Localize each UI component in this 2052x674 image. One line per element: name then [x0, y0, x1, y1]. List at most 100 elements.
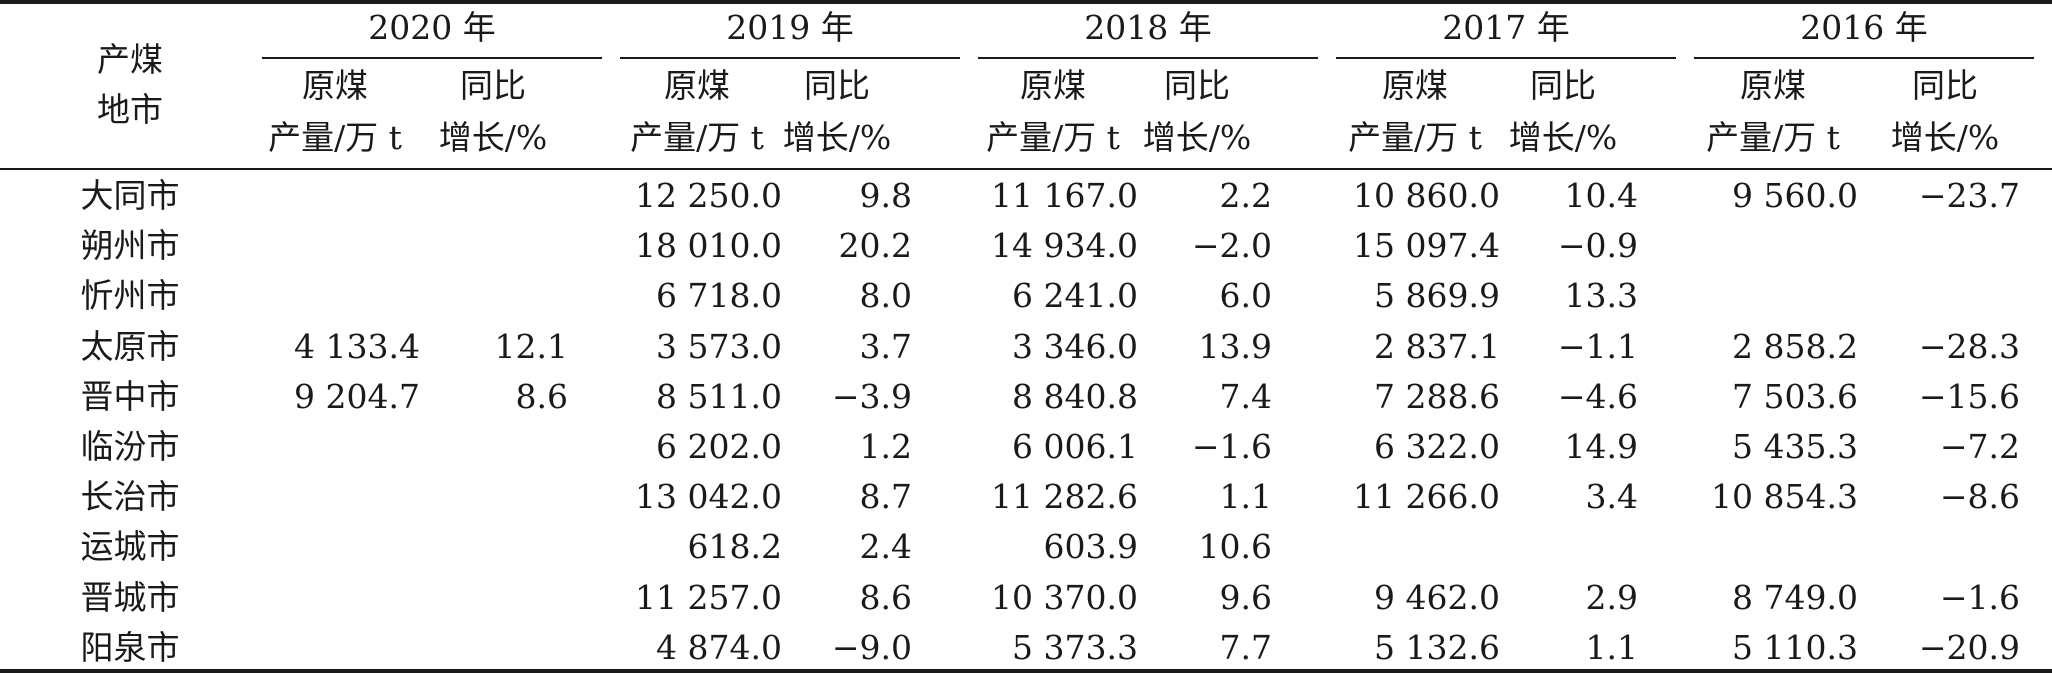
cell-output-value: 5 373.3	[1012, 628, 1138, 667]
cell-growth-value: −1.6	[1191, 427, 1272, 466]
col-header-output-line1: 原煤	[302, 66, 368, 105]
cell-growth-value: −28.3	[1918, 327, 2020, 366]
col-header-growth-line1: 同比	[1530, 66, 1596, 105]
col-header-output-line1: 原煤	[1020, 66, 1086, 105]
cell-output-value: 8 511.0	[656, 377, 782, 416]
cell-output-value: 18 010.0	[635, 226, 782, 265]
col-header-output-line1: 原煤	[1382, 66, 1448, 105]
year-header: 2018 年	[1084, 8, 1212, 47]
cell-output-value: 7 503.6	[1732, 377, 1858, 416]
cell-output-value: 10 370.0	[991, 578, 1138, 617]
cell-growth-value: 3.4	[1585, 477, 1638, 516]
cell-growth-value: 2.9	[1585, 578, 1638, 617]
cell-output-value: 14 934.0	[991, 226, 1138, 265]
cell-growth-value: −0.9	[1557, 226, 1638, 265]
cell-growth-value: −2.0	[1191, 226, 1272, 265]
cell-growth-value: 3.7	[859, 327, 912, 366]
cell-output-value: 3 573.0	[656, 327, 782, 366]
cell-growth-value: 2.2	[1219, 176, 1272, 215]
cell-output-value: 5 435.3	[1732, 427, 1858, 466]
cell-growth-value: −9.0	[831, 628, 912, 667]
cell-output-value: 6 202.0	[656, 427, 782, 466]
year-underline	[620, 57, 960, 59]
col-header-output-line1: 原煤	[664, 66, 730, 105]
cell-output-value: 8 840.8	[1012, 377, 1138, 416]
cell-growth-value: −3.9	[831, 377, 912, 416]
cell-output-value: 11 257.0	[635, 578, 782, 617]
col-header-output-line2: 产量/万 t	[1348, 118, 1482, 157]
cell-output-value: 6 241.0	[1012, 276, 1138, 315]
row-city-name: 太原市	[80, 327, 180, 366]
cell-output-value: 4 874.0	[656, 628, 782, 667]
cell-growth-value: 10.4	[1564, 176, 1638, 215]
col-header-growth-line1: 同比	[1164, 66, 1230, 105]
cell-growth-value: −15.6	[1918, 377, 2020, 416]
cell-growth-value: −1.1	[1557, 327, 1638, 366]
cell-output-value: 6 718.0	[656, 276, 782, 315]
cell-growth-value: −4.6	[1557, 377, 1638, 416]
cell-growth-value: 6.0	[1219, 276, 1272, 315]
cell-growth-value: 9.8	[859, 176, 912, 215]
cell-output-value: 8 749.0	[1732, 578, 1858, 617]
col-header-growth-line1: 同比	[460, 66, 526, 105]
cell-growth-value: 9.6	[1219, 578, 1272, 617]
year-underline	[262, 57, 602, 59]
cell-output-value: 5 869.9	[1374, 276, 1500, 315]
col-header-output-line2: 产量/万 t	[986, 118, 1120, 157]
row-city-name: 大同市	[80, 176, 180, 215]
cell-growth-value: 1.1	[1219, 477, 1272, 516]
cell-output-value: 6 006.1	[1012, 427, 1138, 466]
year-header: 2019 年	[726, 8, 854, 47]
cell-growth-value: 1.1	[1585, 628, 1638, 667]
col-header-growth-line1: 同比	[1912, 66, 1978, 105]
cell-output-value: 603.9	[1043, 527, 1138, 566]
cell-growth-value: 7.7	[1219, 628, 1272, 667]
cell-output-value: 618.2	[687, 527, 782, 566]
year-header: 2016 年	[1800, 8, 1928, 47]
cell-growth-value: 7.4	[1219, 377, 1272, 416]
cell-growth-value: 8.0	[859, 276, 912, 315]
col-header-growth-line2: 增长/%	[782, 118, 892, 157]
cell-output-value: 6 322.0	[1374, 427, 1500, 466]
cell-growth-value: −20.9	[1918, 628, 2020, 667]
row-city-name: 长治市	[80, 477, 180, 516]
cell-growth-value: 1.2	[859, 427, 912, 466]
cell-output-value: 3 346.0	[1012, 327, 1138, 366]
col-header-growth-line2: 增长/%	[1142, 118, 1252, 157]
cell-output-value: 9 462.0	[1374, 578, 1500, 617]
cell-growth-value: 2.4	[859, 527, 912, 566]
col-header-output-line2: 产量/万 t	[1706, 118, 1840, 157]
cell-growth-value: 12.1	[494, 327, 568, 366]
year-header: 2017 年	[1442, 8, 1570, 47]
cell-output-value: 4 133.4	[294, 327, 420, 366]
row-city-name: 朔州市	[80, 226, 180, 265]
cell-growth-value: 8.6	[859, 578, 912, 617]
cell-output-value: 11 266.0	[1353, 477, 1500, 516]
corner-header-line1: 产煤	[97, 40, 163, 79]
cell-growth-value: 13.9	[1198, 327, 1272, 366]
cell-growth-value: 10.6	[1198, 527, 1272, 566]
cell-output-value: 11 282.6	[991, 477, 1138, 516]
col-header-growth-line1: 同比	[804, 66, 870, 105]
cell-growth-value: 13.3	[1564, 276, 1638, 315]
cell-growth-value: −23.7	[1918, 176, 2020, 215]
row-city-name: 临汾市	[80, 427, 180, 466]
cell-growth-value: −7.2	[1939, 427, 2020, 466]
table-header-rule	[0, 168, 2052, 170]
cell-output-value: 9 204.7	[294, 377, 420, 416]
cell-output-value: 5 110.3	[1732, 628, 1858, 667]
cell-output-value: 10 860.0	[1353, 176, 1500, 215]
cell-growth-value: −8.6	[1939, 477, 2020, 516]
table-top-rule	[0, 0, 2052, 4]
cell-output-value: 5 132.6	[1374, 628, 1500, 667]
row-city-name: 阳泉市	[80, 628, 180, 667]
row-city-name: 晋中市	[80, 377, 180, 416]
cell-output-value: 2 837.1	[1374, 327, 1500, 366]
row-city-name: 晋城市	[80, 578, 180, 617]
col-header-output-line1: 原煤	[1740, 66, 1806, 105]
table-bottom-rule	[0, 669, 2052, 673]
cell-output-value: 12 250.0	[635, 176, 782, 215]
cell-growth-value: 8.7	[859, 477, 912, 516]
cell-output-value: 9 560.0	[1732, 176, 1858, 215]
